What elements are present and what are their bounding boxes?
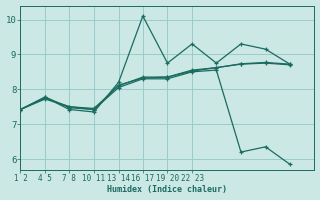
X-axis label: Humidex (Indice chaleur): Humidex (Indice chaleur) — [108, 185, 228, 194]
